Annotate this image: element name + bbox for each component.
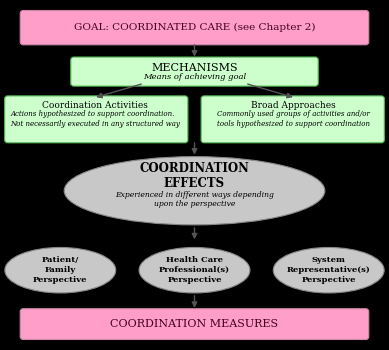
FancyBboxPatch shape — [20, 10, 369, 45]
Text: MECHANISMS: MECHANISMS — [151, 63, 238, 72]
FancyBboxPatch shape — [201, 96, 384, 143]
Text: GOAL: COORDINATED CARE (see Chapter 2): GOAL: COORDINATED CARE (see Chapter 2) — [74, 23, 315, 32]
Text: Experienced in different ways depending
upon the perspective: Experienced in different ways depending … — [115, 191, 274, 208]
Ellipse shape — [5, 247, 116, 293]
FancyBboxPatch shape — [71, 57, 318, 86]
Ellipse shape — [64, 157, 325, 225]
Text: Means of achieving goal: Means of achieving goal — [143, 73, 246, 81]
Text: COORDINATION
EFFECTS: COORDINATION EFFECTS — [140, 162, 249, 190]
Text: Broad Approaches: Broad Approaches — [251, 100, 336, 110]
Text: System
Representative(s)
Perspective: System Representative(s) Perspective — [287, 257, 371, 284]
Text: Coordination Activities: Coordination Activities — [42, 100, 148, 110]
Text: COORDINATION MEASURES: COORDINATION MEASURES — [110, 319, 279, 329]
Ellipse shape — [139, 247, 250, 293]
Text: Actions hypothesized to support coordination.
Not necessarily executed in any st: Actions hypothesized to support coordina… — [11, 110, 180, 128]
Text: Health Care
Professional(s)
Perspective: Health Care Professional(s) Perspective — [159, 257, 230, 284]
FancyBboxPatch shape — [5, 96, 188, 143]
Ellipse shape — [273, 247, 384, 293]
Text: Patient/
Family
Perspective: Patient/ Family Perspective — [33, 257, 88, 284]
FancyBboxPatch shape — [20, 309, 369, 340]
Text: Commonly used groups of activities and/or
tools hypothesized to support coordina: Commonly used groups of activities and/o… — [217, 110, 370, 128]
